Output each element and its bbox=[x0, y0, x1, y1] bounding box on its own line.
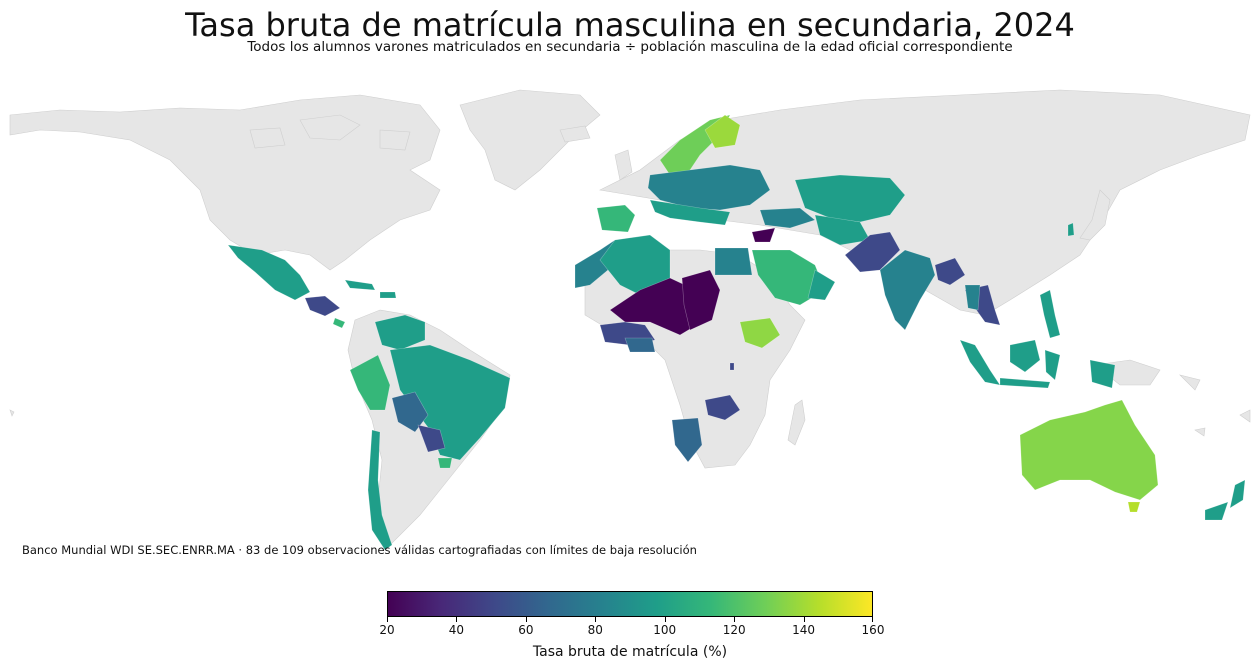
world-map bbox=[9, 89, 1251, 551]
country-borneo bbox=[1009, 339, 1041, 373]
country-egypt bbox=[714, 247, 753, 276]
colorbar-title: Tasa bruta de matrícula (%) bbox=[532, 644, 728, 660]
country-thailand bbox=[964, 284, 981, 311]
country-peru-ecuador bbox=[349, 354, 391, 411]
country-cuba bbox=[344, 279, 376, 291]
country-new-zealand bbox=[1204, 479, 1246, 521]
land-uk-iceland bbox=[559, 125, 633, 181]
country-zambia bbox=[704, 394, 741, 421]
country-west-africa-coast bbox=[624, 337, 656, 353]
country-europe-south bbox=[649, 199, 731, 226]
country-pakistan bbox=[844, 231, 901, 273]
colorbar-tick-label: 40 bbox=[448, 623, 465, 637]
colorbar-tick bbox=[734, 617, 735, 622]
country-syria bbox=[751, 227, 776, 243]
country-uruguay bbox=[437, 457, 453, 469]
colorbar-tick bbox=[804, 617, 805, 622]
land-north-america bbox=[9, 94, 441, 271]
country-australia bbox=[1019, 399, 1159, 501]
country-bolivia bbox=[391, 391, 429, 433]
country-philippines bbox=[1039, 289, 1061, 339]
country-central-america bbox=[304, 295, 341, 317]
land-madagascar bbox=[787, 399, 806, 446]
country-central-asia bbox=[814, 214, 871, 246]
country-indonesia-sumatra bbox=[959, 339, 1001, 386]
map-subtitle: Todos los alumnos varones matriculados e… bbox=[247, 39, 1013, 55]
country-namibia bbox=[671, 417, 703, 463]
source-note: Banco Mundial WDI SE.SEC.ENRR.MA · 83 de… bbox=[22, 543, 697, 557]
country-mexico bbox=[227, 244, 311, 301]
colorbar-ticks: 20 40 60 80 100 120 140 160 bbox=[379, 617, 884, 641]
colorbar bbox=[387, 591, 873, 617]
colorbar-tick bbox=[526, 617, 527, 622]
colorbar-tick bbox=[387, 617, 388, 622]
country-chile bbox=[367, 429, 393, 551]
colorbar-tick-label: 20 bbox=[379, 623, 395, 637]
country-caribbean bbox=[379, 291, 397, 299]
colorbar-tick-label: 140 bbox=[792, 623, 816, 637]
colorbar-tick-label: 160 bbox=[861, 623, 885, 637]
land-greenland bbox=[459, 89, 601, 191]
country-india bbox=[879, 249, 936, 331]
country-turkey-caucasus bbox=[759, 207, 816, 229]
colorbar-tick bbox=[665, 617, 666, 622]
country-taiwan bbox=[1067, 222, 1075, 237]
country-sulawesi-papua bbox=[1044, 349, 1116, 389]
land-eurasia bbox=[599, 89, 1251, 316]
land-arctic-islands bbox=[249, 114, 411, 151]
map-title: Tasa bruta de matrícula masculina en sec… bbox=[185, 6, 1075, 44]
country-oman bbox=[807, 269, 836, 301]
country-finland bbox=[704, 114, 741, 149]
colorbar-tick bbox=[456, 617, 457, 622]
colorbar-tick-label: 120 bbox=[722, 623, 746, 637]
colorbar-tick bbox=[595, 617, 596, 622]
country-south-sudan bbox=[739, 317, 781, 349]
land-small-islands bbox=[9, 409, 1251, 437]
colorbar-tick-label: 80 bbox=[587, 623, 603, 637]
colorbar-tick-label: 100 bbox=[653, 623, 677, 637]
country-chad bbox=[681, 269, 721, 331]
country-kazakhstan bbox=[794, 174, 906, 223]
land-japan bbox=[1079, 189, 1111, 241]
country-europe-central bbox=[647, 164, 771, 211]
land-southeast-asia bbox=[1094, 359, 1201, 391]
country-java bbox=[999, 377, 1051, 389]
country-central-africa-bit bbox=[729, 362, 735, 371]
colorbar-tick-label: 60 bbox=[518, 623, 534, 637]
country-paraguay bbox=[417, 424, 446, 453]
countries-with-data bbox=[227, 114, 1246, 551]
colorbar-rect bbox=[387, 591, 873, 617]
colorbar-tick bbox=[872, 617, 873, 622]
country-tasmania bbox=[1127, 501, 1141, 513]
country-bangladesh-myanmar bbox=[934, 257, 966, 286]
country-costa-rica-panama bbox=[332, 317, 346, 329]
country-spain bbox=[596, 204, 636, 233]
country-colombia-venezuela bbox=[374, 314, 426, 351]
